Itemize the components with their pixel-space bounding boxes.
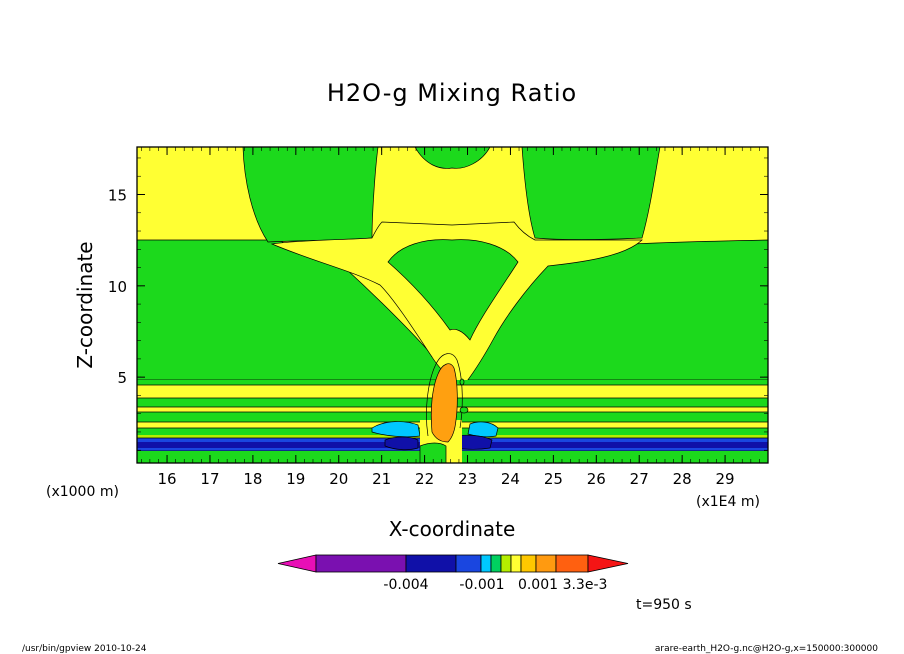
colorbar-label: 3.3e-3 (563, 577, 608, 593)
contour-green-base (419, 442, 447, 463)
colorbar-label: -0.001 (459, 577, 504, 593)
x-tick-label: 16 (158, 470, 177, 488)
contour-green-upper-left (242, 147, 379, 243)
contour-yellow-plume (426, 353, 463, 437)
y-tick-label: 5 (117, 369, 127, 387)
colorbar-segment (510, 554, 522, 573)
y-tick-label: 15 (108, 186, 127, 204)
colorbar-segment (520, 554, 537, 573)
colorbar-over-arrow (587, 554, 629, 573)
contour-navy-left (384, 436, 419, 451)
colorbar-segment (555, 554, 589, 573)
colorbar: -0.004 -0.001 0.001 3.3e-3 (277, 554, 629, 593)
colorbar-label: 0.001 (518, 577, 558, 593)
x-tick-label: 22 (415, 470, 434, 488)
x-tick-label: 25 (544, 470, 563, 488)
contour-green-upper-right (521, 147, 661, 240)
y-tick-label: 10 (108, 278, 127, 296)
x-unit-left: (x1000 m) (46, 484, 119, 500)
colorbar-segment (500, 554, 512, 573)
time-label: t=950 s (636, 597, 692, 613)
contour-green-inner (387, 239, 519, 341)
contour-green-top-center (414, 147, 491, 169)
colorbar-label: -0.004 (383, 577, 428, 593)
contour-orange-plume (430, 363, 458, 443)
contour-small-spot-2 (459, 378, 465, 386)
x-tick-label: 27 (630, 470, 649, 488)
y-axis-label: Z-coordinate (73, 241, 97, 368)
y-axis: 5 10 15 (108, 157, 768, 451)
footer-left: /usr/bin/gpview 2010-10-24 (22, 644, 147, 654)
x-tick-label: 26 (587, 470, 606, 488)
x-axis: 16 17 18 19 20 21 22 23 24 25 26 27 28 29 (140, 147, 769, 488)
colorbar-segment (315, 554, 407, 573)
x-tick-label: 24 (501, 470, 520, 488)
x-tick-label: 28 (673, 470, 692, 488)
colorbar-under-arrow (277, 554, 317, 573)
x-tick-label: 17 (200, 470, 219, 488)
plot-field (137, 147, 768, 463)
x-unit-right: (x1E4 m) (696, 494, 760, 510)
chart-title: H2O-g Mixing Ratio (327, 79, 577, 107)
x-tick-label: 19 (286, 470, 305, 488)
contour-small-green-spot (459, 406, 469, 414)
x-axis-label: X-coordinate (389, 517, 516, 541)
colorbar-segment (535, 554, 557, 573)
x-tick-label: 20 (329, 470, 348, 488)
colorbar-segment (455, 554, 482, 573)
footer-right: arare-earth_H2O-g.nc@H2O-g,x=150000:3000… (655, 644, 878, 654)
colorbar-segment (490, 554, 502, 573)
colorbar-segment (480, 554, 492, 573)
x-tick-label: 18 (243, 470, 262, 488)
colorbar-segment (405, 554, 457, 573)
plot-frame (136, 146, 769, 464)
x-tick-label: 23 (458, 470, 477, 488)
x-tick-label: 21 (372, 470, 391, 488)
x-tick-label: 29 (716, 470, 735, 488)
